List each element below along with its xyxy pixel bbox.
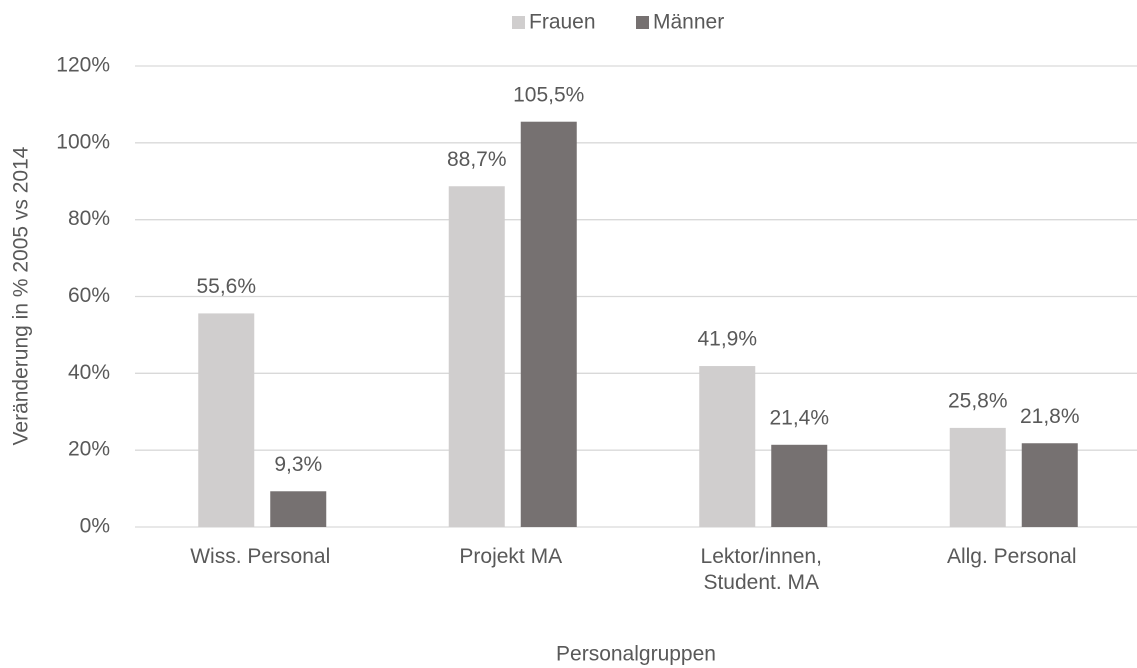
bar [448, 186, 505, 527]
y-tick-label: 120% [56, 54, 110, 77]
y-tick-label: 20% [68, 438, 110, 461]
y-tick-label: 80% [68, 207, 110, 230]
y-tick-label: 60% [68, 284, 110, 307]
value-label: 41,9% [697, 328, 757, 351]
bar [520, 121, 577, 528]
x-tick-label: Wiss. Personal [190, 545, 331, 568]
y-axis-title: Veränderung in % 2005 vs 2014 [10, 146, 33, 445]
bar [771, 444, 828, 527]
legend-label: Männer [653, 11, 724, 34]
y-tick-label: 40% [68, 361, 110, 384]
value-label: 21,8% [1020, 405, 1080, 428]
x-tick-label: Allg. Personal [946, 545, 1077, 568]
legend-label: Frauen [529, 11, 596, 34]
bar [198, 313, 255, 527]
x-axis-title: Personalgruppen [556, 643, 716, 666]
x-tick-label: Lektor/innen, Student. MA [700, 545, 822, 594]
y-tick-label: 0% [80, 515, 110, 538]
bar [949, 427, 1006, 527]
value-label: 21,4% [769, 406, 829, 429]
bar [1021, 443, 1078, 527]
legend-swatch [512, 16, 525, 29]
bar [270, 491, 327, 527]
y-tick-label: 100% [56, 130, 110, 153]
x-tick-label: Projekt MA [459, 545, 563, 568]
value-label: 9,3% [274, 453, 322, 476]
bar [699, 366, 756, 527]
value-label: 55,6% [196, 275, 256, 298]
value-label: 88,7% [447, 148, 507, 171]
value-label: 105,5% [513, 83, 584, 106]
legend-swatch [636, 16, 649, 29]
value-label: 25,8% [948, 389, 1008, 412]
